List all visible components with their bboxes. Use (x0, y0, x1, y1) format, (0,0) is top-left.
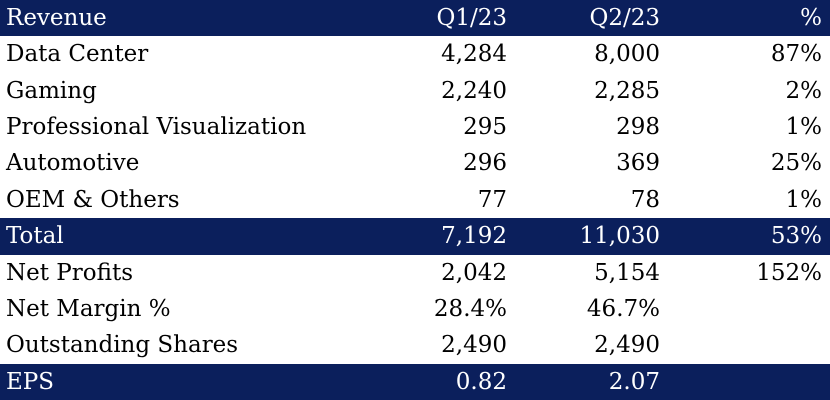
table-row-eps: EPS 0.82 2.07 (0, 363, 830, 400)
q2-value: 11,030 (579, 223, 660, 250)
q2-value: 369 (616, 150, 660, 177)
q2-value: 78 (630, 186, 660, 213)
table-row-net-margin: Net Margin % 28.4% 46.7% (0, 291, 830, 327)
header-q2-23: Q2/23 (589, 5, 660, 31)
q1-value: 296 (463, 150, 507, 177)
q1-value: 7,192 (441, 223, 507, 250)
table-row-outstanding-shares: Outstanding Shares 2,490 2,490 (0, 327, 830, 363)
table-row-total: Total 7,192 11,030 53% (0, 218, 830, 255)
percent-change: 53% (770, 223, 822, 250)
row-label: EPS (6, 368, 55, 395)
row-label: Data Center (6, 41, 149, 68)
percent-change: 1% (785, 114, 823, 141)
q2-value: 8,000 (594, 41, 660, 68)
percent-change: 2% (785, 77, 823, 104)
q1-value: 295 (463, 114, 507, 141)
row-label: Outstanding Shares (6, 332, 239, 359)
q2-value: 2,490 (594, 332, 660, 359)
header-revenue: Revenue (6, 5, 107, 31)
percent-change: 87% (770, 41, 822, 68)
row-label: Net Margin % (6, 295, 171, 322)
table-row-oem-others: OEM & Others 77 78 1% (0, 182, 830, 218)
q1-value: 77 (477, 186, 507, 213)
q2-value: 46.7% (586, 295, 660, 322)
percent-change: 25% (770, 150, 822, 177)
percent-change: 152% (756, 259, 822, 286)
row-label: Gaming (6, 77, 97, 104)
q1-value: 28.4% (433, 295, 507, 322)
q2-value: 5,154 (594, 259, 660, 286)
table-row-professional-visualization: Professional Visualization 295 298 1% (0, 109, 830, 145)
table-row-net-profits: Net Profits 2,042 5,154 152% (0, 255, 830, 291)
table-row-automotive: Automotive 296 369 25% (0, 145, 830, 181)
row-label: Net Profits (6, 259, 133, 286)
q1-value: 0.82 (455, 368, 507, 395)
table-row-gaming: Gaming 2,240 2,285 2% (0, 73, 830, 109)
percent-change: 1% (785, 186, 823, 213)
q1-value: 4,284 (441, 41, 507, 68)
row-label: Professional Visualization (6, 114, 307, 141)
header-q1-23: Q1/23 (436, 5, 507, 31)
row-label: Total (6, 223, 64, 250)
table-row-data-center: Data Center 4,284 8,000 87% (0, 36, 830, 72)
q1-value: 2,240 (441, 77, 507, 104)
q1-value: 2,042 (441, 259, 507, 286)
q2-value: 2.07 (608, 368, 660, 395)
row-label: OEM & Others (6, 186, 180, 213)
header-percent: % (800, 5, 822, 31)
table-header-row: Revenue Q1/23 Q2/23 % (0, 0, 830, 37)
q2-value: 2,285 (594, 77, 660, 104)
row-label: Automotive (6, 150, 140, 177)
q2-value: 298 (616, 114, 660, 141)
q1-value: 2,490 (441, 332, 507, 359)
